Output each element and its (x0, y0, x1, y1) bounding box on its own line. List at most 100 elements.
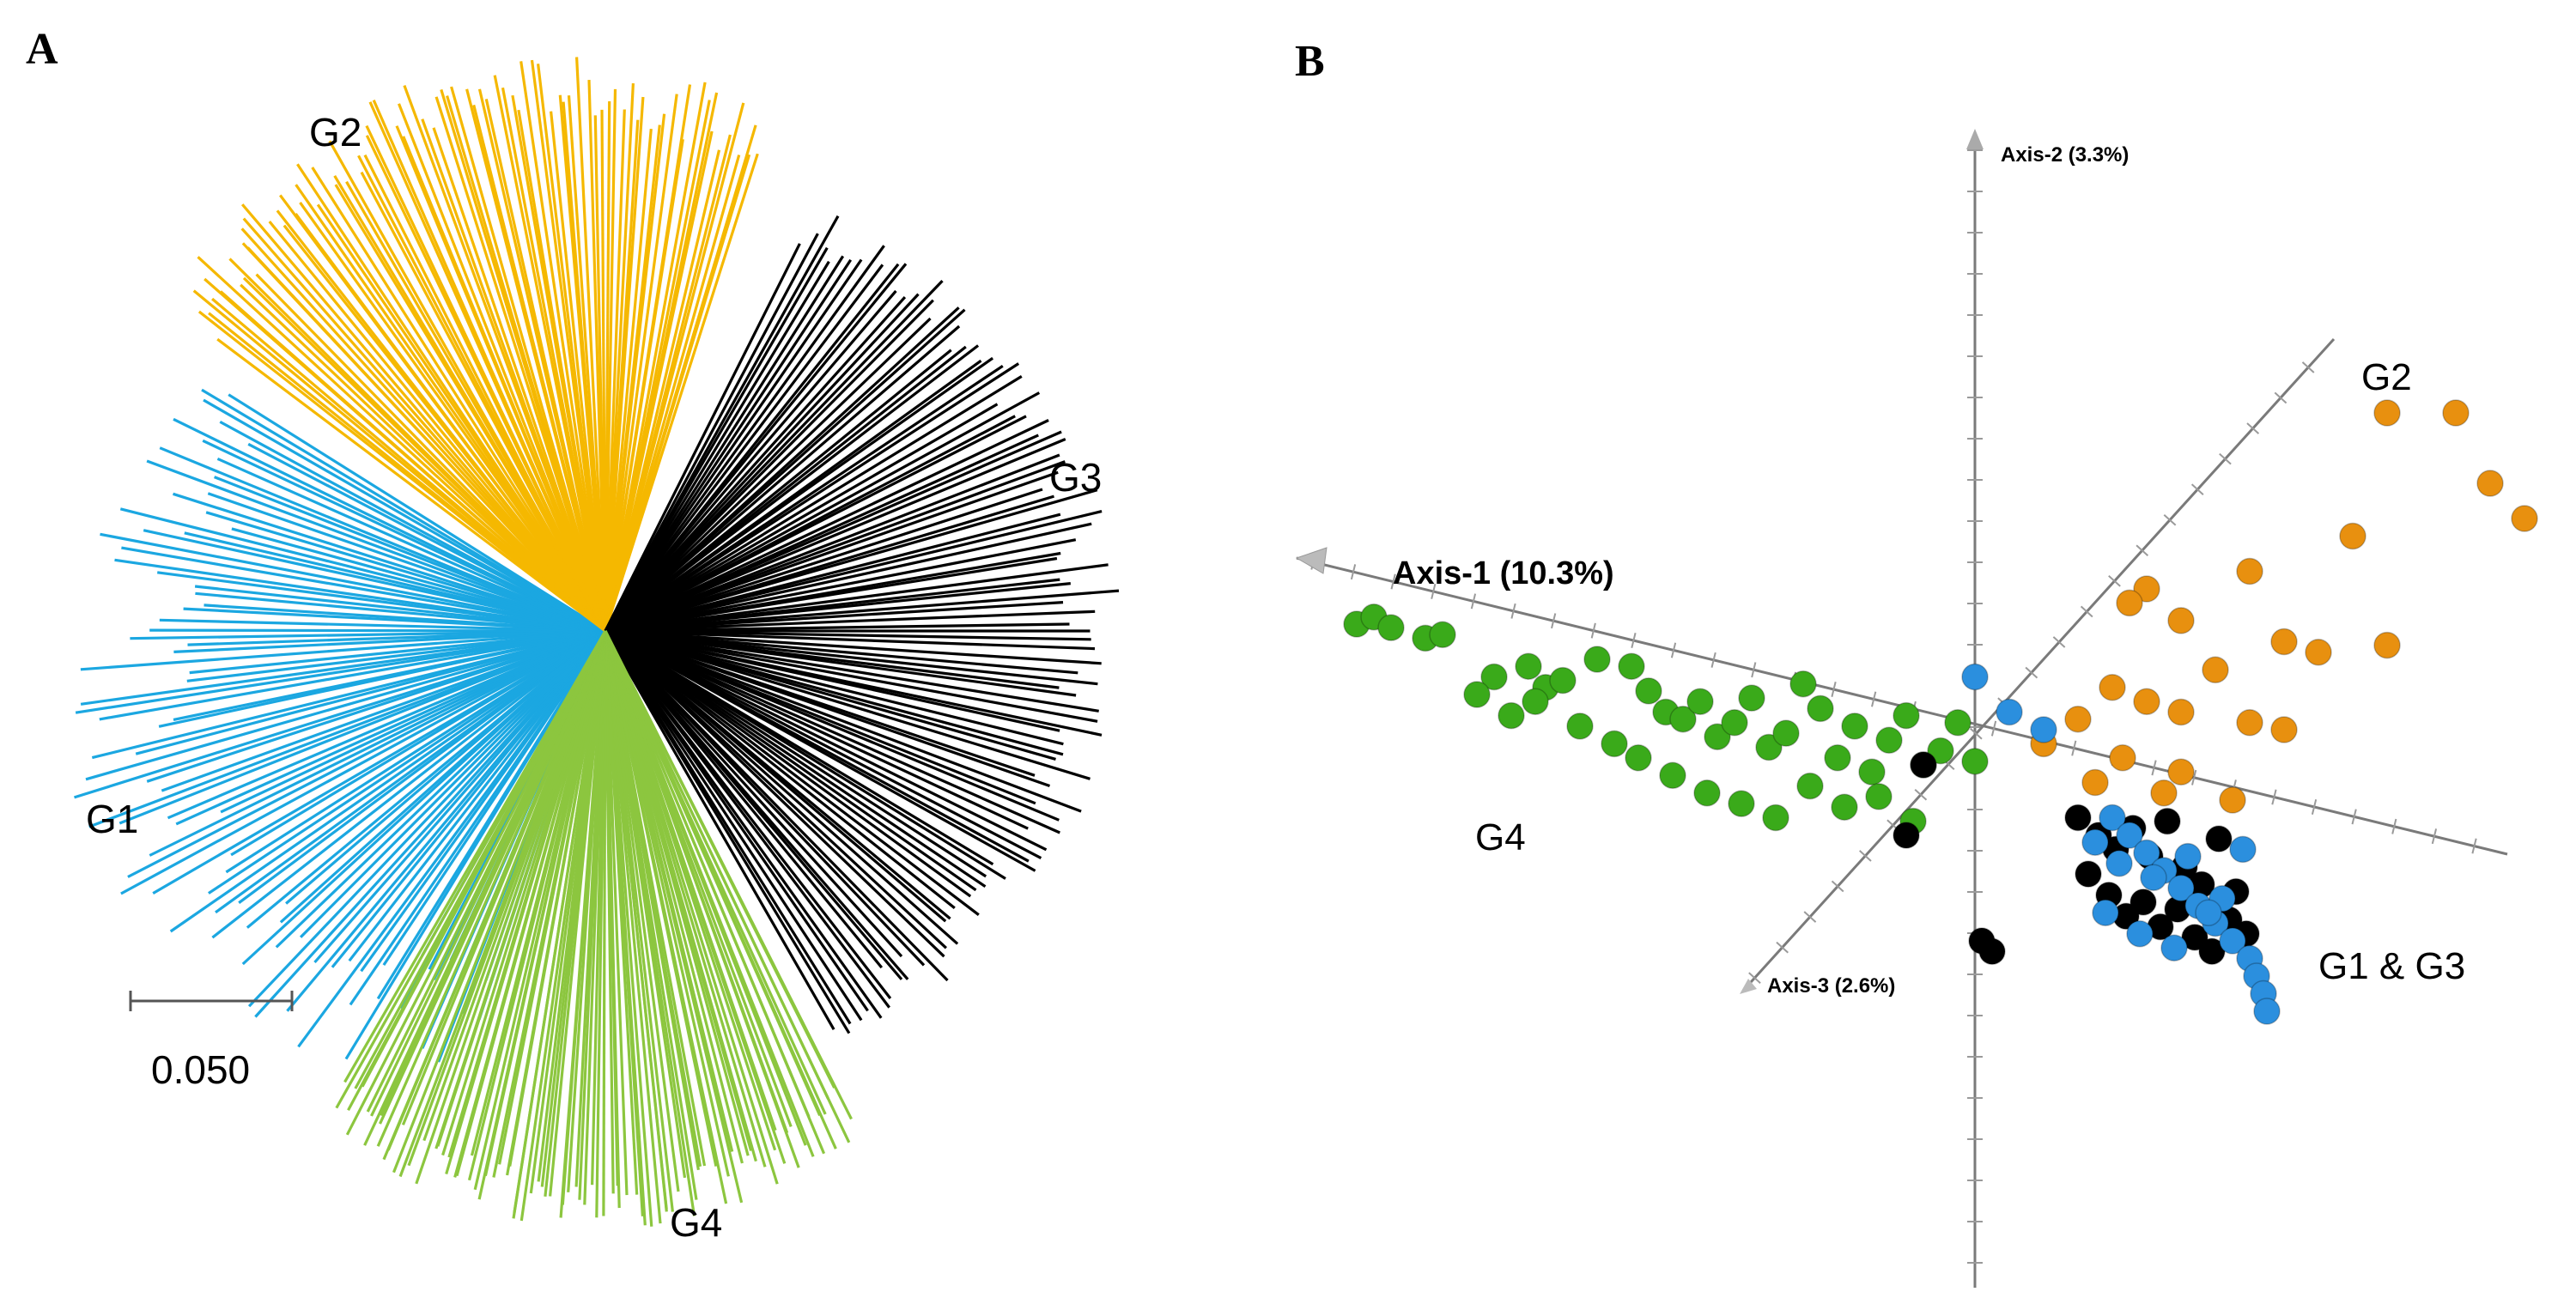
axis-3-line-tick (1970, 727, 1983, 740)
tree-branch-g1 (215, 629, 606, 914)
pca-point-g4 (1704, 723, 1731, 750)
pca-points (1343, 399, 2538, 1025)
tree-branch-g3 (604, 629, 945, 958)
tree-branch-g1 (85, 629, 606, 781)
pca-point-g1 (2140, 864, 2167, 891)
tree-branch-g2 (398, 103, 607, 632)
pca-point-g2 (2167, 758, 2195, 785)
tree-branch-g3 (604, 324, 961, 633)
tree-branch-g4 (513, 630, 607, 1214)
tree-branch-g1 (225, 629, 606, 874)
pca-point-g1 (2105, 850, 2133, 877)
tree-branch-g3 (604, 245, 885, 632)
tree-branch-g2 (365, 124, 607, 632)
tree-branch-g2 (240, 203, 607, 633)
pca-point-g4 (1762, 804, 1789, 832)
tree-branch-g2 (295, 212, 607, 632)
tree-branch-g2 (517, 109, 607, 632)
pca-point-g3 (2198, 937, 2226, 966)
pca-point-g3 (2205, 825, 2233, 852)
axis-3-line-tick (2163, 513, 2177, 526)
pca-point-g1 (2174, 842, 2202, 870)
axis-3-line-tick (2246, 422, 2260, 434)
tree-label-g1: G1 (86, 797, 138, 841)
tree-branch-g1 (146, 459, 606, 633)
axis-3-line-tick (2052, 636, 2066, 648)
axis-1-line-tick (2071, 740, 2077, 756)
tree-branch-g3 (604, 264, 884, 632)
axis-1-line-tick (1510, 603, 1516, 619)
tree-branch-g2 (197, 256, 607, 633)
pca-point-g2 (2339, 522, 2366, 550)
pca-point-g2 (2442, 399, 2470, 427)
pca-point-g2 (2373, 631, 2401, 659)
tree-branch-g3 (605, 601, 1064, 633)
tree-branch-g1 (189, 629, 606, 675)
pca-point-g4 (1566, 713, 1594, 740)
tree-branch-g1 (299, 629, 607, 938)
pca-point-g4 (1549, 666, 1577, 694)
tree-branch-g2 (604, 153, 759, 632)
pca-point-g4 (1796, 772, 1824, 800)
axis-1-line-tick (2351, 809, 2357, 825)
pca-point-g4 (1635, 677, 1662, 705)
tree-branch-g3 (605, 430, 1062, 633)
axis-3-line-tick (1859, 850, 1872, 862)
tree-branch-g3 (605, 362, 1020, 633)
tree-branch-g1 (201, 388, 606, 633)
axis-2-label: Axis-2 (3.3%) (2001, 143, 2129, 167)
tree-branch-g2 (550, 111, 607, 632)
tree-branch-g4 (604, 630, 615, 1194)
tree-branch-g1 (231, 527, 606, 633)
axis-1-label: Axis-1 (10.3%) (1393, 555, 1614, 591)
tree-branch-g3 (605, 629, 987, 878)
axis-1-line-tick (1551, 613, 1557, 629)
pca-point-g4 (1927, 737, 1954, 765)
tree-branch-g1 (228, 393, 606, 633)
tree-label-g3: G3 (1049, 455, 1102, 500)
tree-branch-g2 (575, 57, 607, 632)
tree-branch-g4 (604, 630, 639, 1195)
tree-branch-g4 (604, 630, 826, 1155)
pca-point-g2 (2511, 505, 2538, 532)
tree-branch-g1 (208, 629, 606, 895)
axis-1-line-tick (1350, 564, 1357, 580)
tree-branch-g3 (605, 582, 1071, 633)
pca-point-g2 (2202, 656, 2229, 684)
tree-branch-g3 (604, 630, 869, 1012)
tree-branch-g3 (605, 470, 1059, 633)
tree-branch-g2 (604, 88, 617, 632)
tree-branch-g1 (286, 629, 607, 1012)
tree-branch-g3 (605, 629, 956, 910)
tree-branch-g1 (114, 558, 606, 633)
tree-branch-g1 (149, 629, 606, 857)
pca-point-g4 (1429, 621, 1456, 649)
tree-branch-g2 (604, 96, 645, 632)
tree-branch-g4 (604, 630, 662, 1224)
tree-branch-g3 (605, 629, 1091, 780)
pca-point-g1 (1996, 698, 2023, 726)
axis-1-line-tick (2151, 760, 2157, 776)
tree-branch-g3 (604, 263, 908, 633)
tree-branch-g1 (159, 446, 606, 633)
tree-branch-g3 (605, 488, 1098, 633)
pca-point-g1 (2160, 934, 2188, 961)
tree-branch-g3 (605, 629, 987, 889)
tree-branch-g4 (392, 630, 607, 1174)
tree-branch-g4 (604, 630, 800, 1168)
tree-branch-g1 (207, 492, 606, 633)
tree-branch-g1 (169, 629, 606, 933)
axis-3-line-tick (2080, 605, 2093, 618)
tree-branch-g1 (219, 420, 606, 633)
tree-branch-g1 (130, 629, 606, 640)
pca-point-g4 (1841, 713, 1868, 740)
axis-3-line (1741, 337, 2336, 992)
tree-branch-g3 (604, 258, 863, 632)
pca-point-g3 (1910, 751, 1937, 779)
tree-branch-g1 (275, 629, 607, 949)
tree-branch-g2 (604, 94, 678, 632)
axis-1-line-tick (2431, 828, 2438, 845)
pca-point-g1 (2229, 835, 2257, 864)
tree-branch-g1 (91, 629, 606, 760)
tree-branch-g3 (605, 419, 1049, 633)
